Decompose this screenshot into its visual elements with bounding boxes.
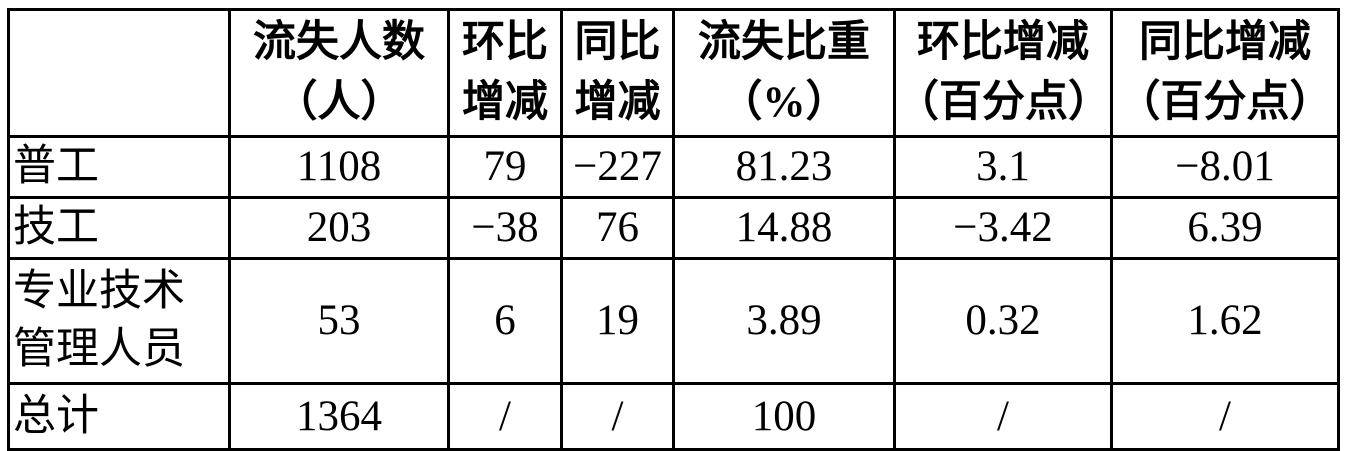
- table-cell: 1108: [228, 135, 450, 199]
- table-cell: −38: [447, 196, 563, 260]
- table-cell: 14.88: [672, 196, 896, 260]
- table-cell: 6: [447, 257, 563, 385]
- table-cell: −227: [560, 135, 675, 199]
- column-header-mom-change-pp: 环比增减 （百分点）: [893, 8, 1113, 138]
- table-cell: 3.1: [893, 135, 1113, 199]
- column-header-yoy-change-pp: 同比增减 （百分点）: [1110, 8, 1340, 138]
- column-header-attrition-count: 流失人数 （人）: [228, 8, 450, 138]
- table-cell: /: [560, 382, 675, 451]
- table-cell: 0.32: [893, 257, 1113, 385]
- table-cell: 203: [228, 196, 450, 260]
- column-header-category: [7, 8, 231, 138]
- column-header-yoy-change: 同比 增减: [560, 8, 675, 138]
- table-cell: 81.23: [672, 135, 896, 199]
- column-header-mom-change: 环比 增减: [447, 8, 563, 138]
- attrition-statistics-table: 流失人数 （人） 环比 增减 同比 增减 流失比重 （%） 环比增减 （百分点）…: [7, 8, 1340, 451]
- table-cell: 3.89: [672, 257, 896, 385]
- table-cell: 53: [228, 257, 450, 385]
- row-label: 技工: [7, 196, 231, 260]
- table-cell: 19: [560, 257, 675, 385]
- table-row-general-workers: 普工 1108 79 −227 81.23 3.1 −8.01: [7, 135, 1340, 199]
- table-cell: 1.62: [1110, 257, 1340, 385]
- row-label: 专业技术 管理人员: [7, 257, 231, 385]
- table-cell: 6.39: [1110, 196, 1340, 260]
- table-header-row: 流失人数 （人） 环比 增减 同比 增减 流失比重 （%） 环比增减 （百分点）…: [7, 8, 1340, 138]
- table-row-skilled-workers: 技工 203 −38 76 14.88 −3.42 6.39: [7, 196, 1340, 260]
- table-cell: 100: [672, 382, 896, 451]
- table-cell: −3.42: [893, 196, 1113, 260]
- table-cell: −8.01: [1110, 135, 1340, 199]
- table-cell: 76: [560, 196, 675, 260]
- row-label: 普工: [7, 135, 231, 199]
- table-row-professional-technical-management: 专业技术 管理人员 53 6 19 3.89 0.32 1.62: [7, 257, 1340, 385]
- table-cell: /: [447, 382, 563, 451]
- table-cell: /: [893, 382, 1113, 451]
- row-label: 总计: [7, 382, 231, 451]
- table-cell: /: [1110, 382, 1340, 451]
- table-cell: 1364: [228, 382, 450, 451]
- table-row-total: 总计 1364 / / 100 / /: [7, 382, 1340, 451]
- table-cell: 79: [447, 135, 563, 199]
- column-header-attrition-share: 流失比重 （%）: [672, 8, 896, 138]
